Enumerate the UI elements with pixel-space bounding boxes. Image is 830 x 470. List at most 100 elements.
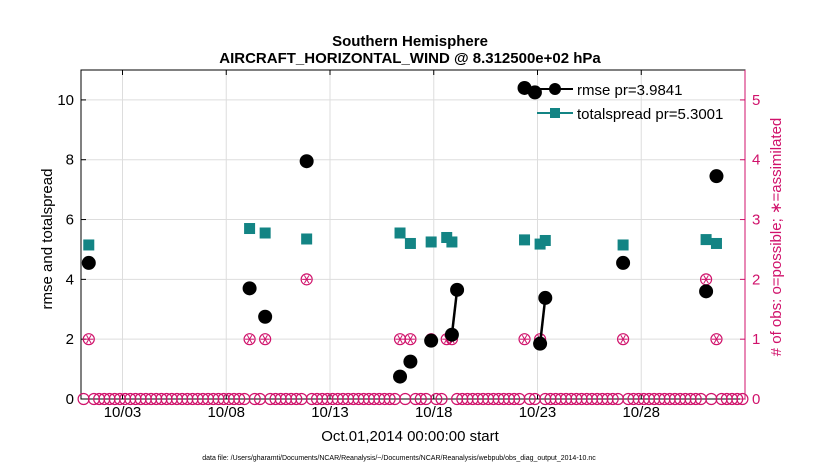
y-tick-label: 0 bbox=[66, 391, 74, 408]
obs-assimilated-stroke bbox=[713, 335, 720, 344]
rmse-point bbox=[450, 282, 465, 297]
obs-zero-marker bbox=[103, 392, 116, 406]
obs-zero-marker bbox=[399, 392, 412, 406]
obs-zero-marker bbox=[674, 392, 687, 406]
obs-zero-marker bbox=[575, 392, 588, 406]
obs-zero-marker bbox=[176, 392, 189, 406]
obs-assimilated-stroke bbox=[303, 275, 310, 284]
obs-zero-marker bbox=[580, 392, 593, 406]
spread-point bbox=[710, 237, 722, 249]
obs-zero-marker bbox=[430, 392, 443, 406]
obs-assimilated-stroke bbox=[620, 335, 626, 344]
obs-zero-marker bbox=[378, 392, 391, 406]
y-right-tick-label: 2 bbox=[752, 271, 760, 288]
obs-zero-marker bbox=[601, 392, 614, 406]
obs-zero-marker bbox=[93, 392, 106, 406]
rmse-segment bbox=[450, 289, 459, 335]
obs-assimilated-stroke bbox=[407, 335, 414, 344]
obs-zero-marker bbox=[207, 392, 220, 406]
obs-zero-marker bbox=[684, 392, 697, 406]
legend: rmse pr=3.9841 totalspread pr=5.3001 bbox=[537, 82, 723, 123]
spread-point bbox=[404, 237, 416, 249]
obs-zero-marker bbox=[508, 392, 521, 406]
obs-zero-marker bbox=[648, 392, 661, 406]
y-right-tick-label: 4 bbox=[752, 152, 760, 169]
obs-count-point bbox=[300, 273, 313, 286]
obs-zero-marker bbox=[113, 392, 127, 406]
spread-point bbox=[617, 239, 629, 251]
obs-zero-marker bbox=[336, 392, 350, 406]
obs-zero-marker bbox=[139, 392, 152, 406]
obs-zero-marker bbox=[544, 392, 557, 406]
chart-subtitle: AIRCRAFT_HORIZONTAL_WIND @ 8.312500e+02 … bbox=[219, 50, 601, 67]
rmse-point bbox=[424, 333, 439, 348]
obs-zero-marker bbox=[248, 392, 261, 406]
spread-point bbox=[539, 234, 551, 246]
rmse-point bbox=[444, 327, 459, 342]
obs-zero-marker bbox=[736, 392, 749, 406]
obs-zero-marker bbox=[731, 392, 744, 406]
obs-zero-marker bbox=[632, 392, 645, 406]
obs-zero-marker bbox=[591, 392, 604, 406]
obs-zero-marker bbox=[611, 392, 625, 406]
obs-zero-marker bbox=[668, 392, 682, 406]
spread-point bbox=[244, 223, 256, 235]
obs-zero-marker bbox=[331, 392, 344, 406]
obs-zero-marker bbox=[98, 392, 111, 406]
x-tick-label: 10/03 bbox=[104, 404, 142, 421]
obs-zero-marker bbox=[290, 392, 303, 406]
spread-point bbox=[259, 227, 271, 239]
obs-zero-marker bbox=[435, 392, 448, 406]
x-tick-label: 10/08 bbox=[207, 404, 245, 421]
obs-zero-marker bbox=[570, 392, 583, 406]
obs-possible-marker bbox=[518, 333, 531, 346]
y-right-tick-label: 1 bbox=[752, 331, 760, 348]
obs-zero-marker bbox=[362, 392, 376, 406]
x-tick-label: 10/13 bbox=[311, 404, 349, 421]
obs-possible-marker bbox=[259, 333, 272, 346]
rmse-point bbox=[538, 290, 553, 305]
obs-zero-marker bbox=[170, 392, 184, 406]
rmse-point bbox=[258, 309, 273, 324]
rmse-point bbox=[81, 255, 96, 270]
obs-zero-marker bbox=[357, 392, 370, 406]
obs-possible-marker bbox=[710, 333, 723, 346]
spread-point bbox=[700, 234, 712, 246]
obs-zero-marker bbox=[124, 392, 137, 406]
obs-zero-marker bbox=[523, 392, 536, 406]
obs-zero-marker bbox=[342, 392, 355, 406]
y-tick-label: 8 bbox=[66, 152, 74, 169]
spread-point bbox=[394, 227, 406, 239]
x-tick-label: 10/28 bbox=[622, 404, 660, 421]
obs-zero-marker bbox=[201, 392, 215, 406]
obs-zero-marker bbox=[295, 392, 308, 406]
obs-count-point bbox=[404, 333, 417, 346]
obs-zero-marker bbox=[77, 392, 90, 406]
x-tick-label: 10/18 bbox=[415, 404, 453, 421]
obs-zero-marker bbox=[450, 392, 464, 406]
obs-zero-marker bbox=[352, 392, 365, 406]
y-right-tick-label: 0 bbox=[752, 391, 760, 408]
legend-rmse-label: rmse pr=3.9841 bbox=[577, 82, 682, 99]
obs-zero-marker bbox=[305, 392, 318, 406]
rmse-point bbox=[527, 85, 542, 100]
obs-zero-marker bbox=[642, 392, 656, 406]
spread-point bbox=[301, 233, 313, 245]
rmse-point bbox=[242, 281, 257, 296]
obs-zero-marker bbox=[565, 392, 578, 406]
legend-rmse-marker bbox=[549, 83, 561, 95]
obs-zero-marker bbox=[233, 392, 246, 406]
obs-zero-marker bbox=[155, 392, 168, 406]
obs-assimilated-stroke bbox=[521, 335, 528, 344]
obs-zero-marker bbox=[497, 392, 510, 406]
obs-possible-marker bbox=[616, 333, 630, 346]
obs-zero-marker bbox=[487, 392, 500, 406]
obs-possible-marker bbox=[82, 333, 95, 346]
obs-zero-marker bbox=[279, 392, 293, 406]
data-file-footnote: data file: /Users/gharamti/Documents/NCA… bbox=[202, 455, 596, 462]
rmse-point bbox=[393, 369, 408, 384]
y-tick-label: 6 bbox=[66, 212, 74, 229]
obs-zero-marker bbox=[217, 392, 230, 406]
obs-zero-marker bbox=[87, 392, 101, 406]
